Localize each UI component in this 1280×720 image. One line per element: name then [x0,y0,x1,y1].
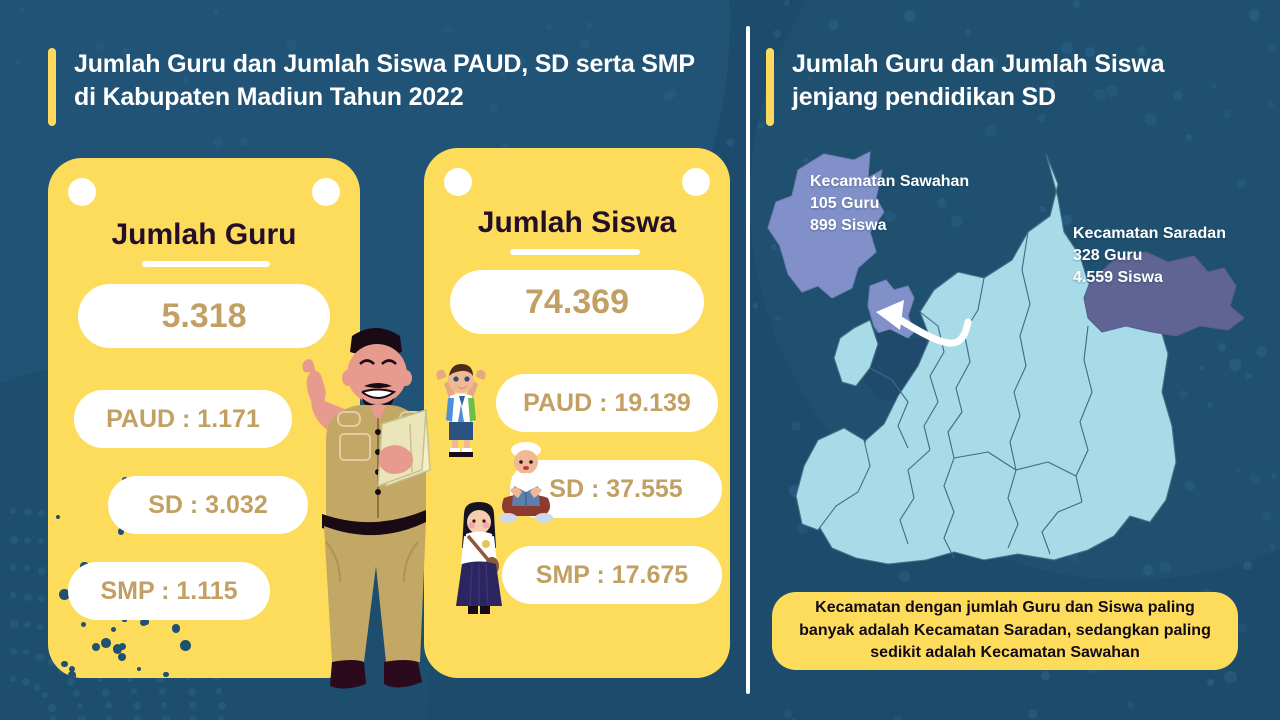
left-panel-title: Jumlah Guru dan Jumlah Siswa PAUD, SD se… [48,48,714,126]
guru-sd-value: SD : 3.032 [108,476,308,534]
saradan-siswa: 4.559 Siswa [1073,269,1163,287]
siswa-paud-value: PAUD : 19.139 [496,374,718,432]
guru-smp-value: SMP : 1.115 [68,562,270,620]
student-girl-illustration [448,500,510,620]
map-label-saradan: Kecamatan Saradan 328 Guru 4.559 Siswa [1073,223,1226,289]
map-caption-text: Kecamatan dengan jumlah Guru dan Siswa p… [799,598,1211,662]
siswa-smp-value: SMP : 17.675 [502,546,722,604]
madiun-regency-map [758,140,1258,580]
card-title-underline [142,261,270,267]
card-jumlah-guru: Jumlah Guru 5.318 PAUD : 1.171 SD : 3.03… [48,158,360,678]
right-title-text: Jumlah Guru dan Jumlah Siswa jenjang pen… [792,50,1165,111]
title-accent-bar [48,48,56,126]
map-label-sawahan: Kecamatan Sawahan 105 Guru 899 Siswa [810,171,969,237]
guru-paud-value: PAUD : 1.171 [74,390,292,448]
map-region-southwest [795,427,871,531]
map-caption-box: Kecamatan dengan jumlah Guru dan Siswa p… [772,592,1238,670]
saradan-guru: 328 Guru [1073,247,1143,265]
panel-divider [746,26,750,694]
card-siswa-title: Jumlah Siswa [477,206,677,239]
card-hole-right [682,168,710,196]
left-title-text: Jumlah Guru dan Jumlah Siswa PAUD, SD se… [74,50,695,111]
card-title-underline [510,249,640,255]
map-arrow [876,300,972,347]
map-region-sawahan-inset [767,151,885,299]
student-reading-illustration [490,440,562,528]
map-region-west [833,319,879,387]
card-guru-title: Jumlah Guru [111,218,297,251]
sawahan-siswa: 899 Siswa [810,217,887,235]
card-hole-left [444,168,472,196]
guru-total-value: 5.318 [78,284,330,348]
sawahan-guru: 105 Guru [810,195,880,213]
card-hole-left [68,178,96,206]
siswa-total-value: 74.369 [450,270,704,334]
right-panel-title: Jumlah Guru dan Jumlah Siswa jenjang pen… [766,48,1242,126]
title-accent-bar [766,48,774,126]
student-boy-illustration [430,358,492,458]
saradan-name: Kecamatan Saradan [1073,225,1226,242]
map-region-saradan [1083,251,1245,337]
card-hole-right [312,178,340,206]
teacher-illustration [278,300,468,720]
sawahan-name: Kecamatan Sawahan [810,173,970,190]
